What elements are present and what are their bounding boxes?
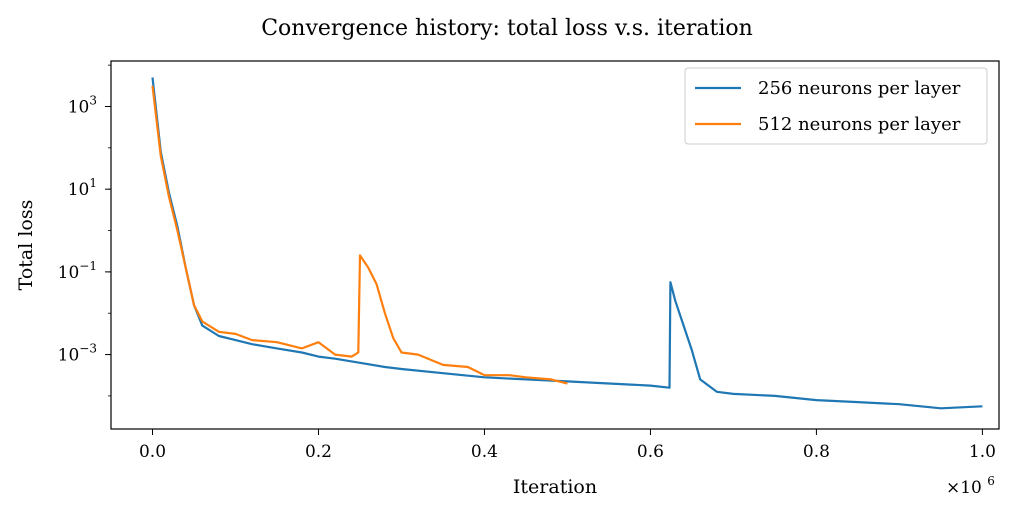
series-line-512 — [151, 85, 568, 385]
x-multiplier: ×10 6 — [946, 474, 995, 498]
y-tick-label: 10−3 — [58, 342, 97, 366]
y-tick-label: 10−1 — [58, 259, 97, 283]
x-tick-label: 0.4 — [471, 442, 498, 462]
y-tick-label: 101 — [68, 176, 97, 200]
legend-label-512: 512 neurons per layer — [758, 114, 961, 135]
y-axis-label: Total loss — [15, 200, 37, 291]
legend-label-256: 256 neurons per layer — [758, 78, 961, 99]
x-multiplier-base: ×10 — [946, 478, 982, 498]
legend-box — [684, 67, 988, 145]
series-line-256 — [151, 77, 983, 410]
x-axis-label: Iteration — [513, 476, 597, 498]
series-layer — [151, 77, 983, 410]
chart-title: Convergence history: total loss v.s. ite… — [261, 16, 753, 41]
x-tick-label: 0.6 — [637, 442, 664, 462]
y-tick-label: 103 — [68, 93, 97, 117]
x-tick-label: 0.0 — [139, 442, 166, 462]
x-tick-label: 0.8 — [803, 442, 830, 462]
legend: 256 neurons per layer 512 neurons per la… — [684, 67, 988, 145]
x-multiplier-exponent: 6 — [987, 474, 995, 488]
y-axis-ticks: 103 101 10−1 10−3 — [58, 64, 111, 397]
x-tick-label: 1.0 — [969, 442, 996, 462]
plot-frame — [110, 60, 1000, 430]
x-tick-label: 0.2 — [305, 442, 332, 462]
x-axis-ticks: 0.0 0.2 0.4 0.6 0.8 1.0 — [139, 429, 996, 462]
